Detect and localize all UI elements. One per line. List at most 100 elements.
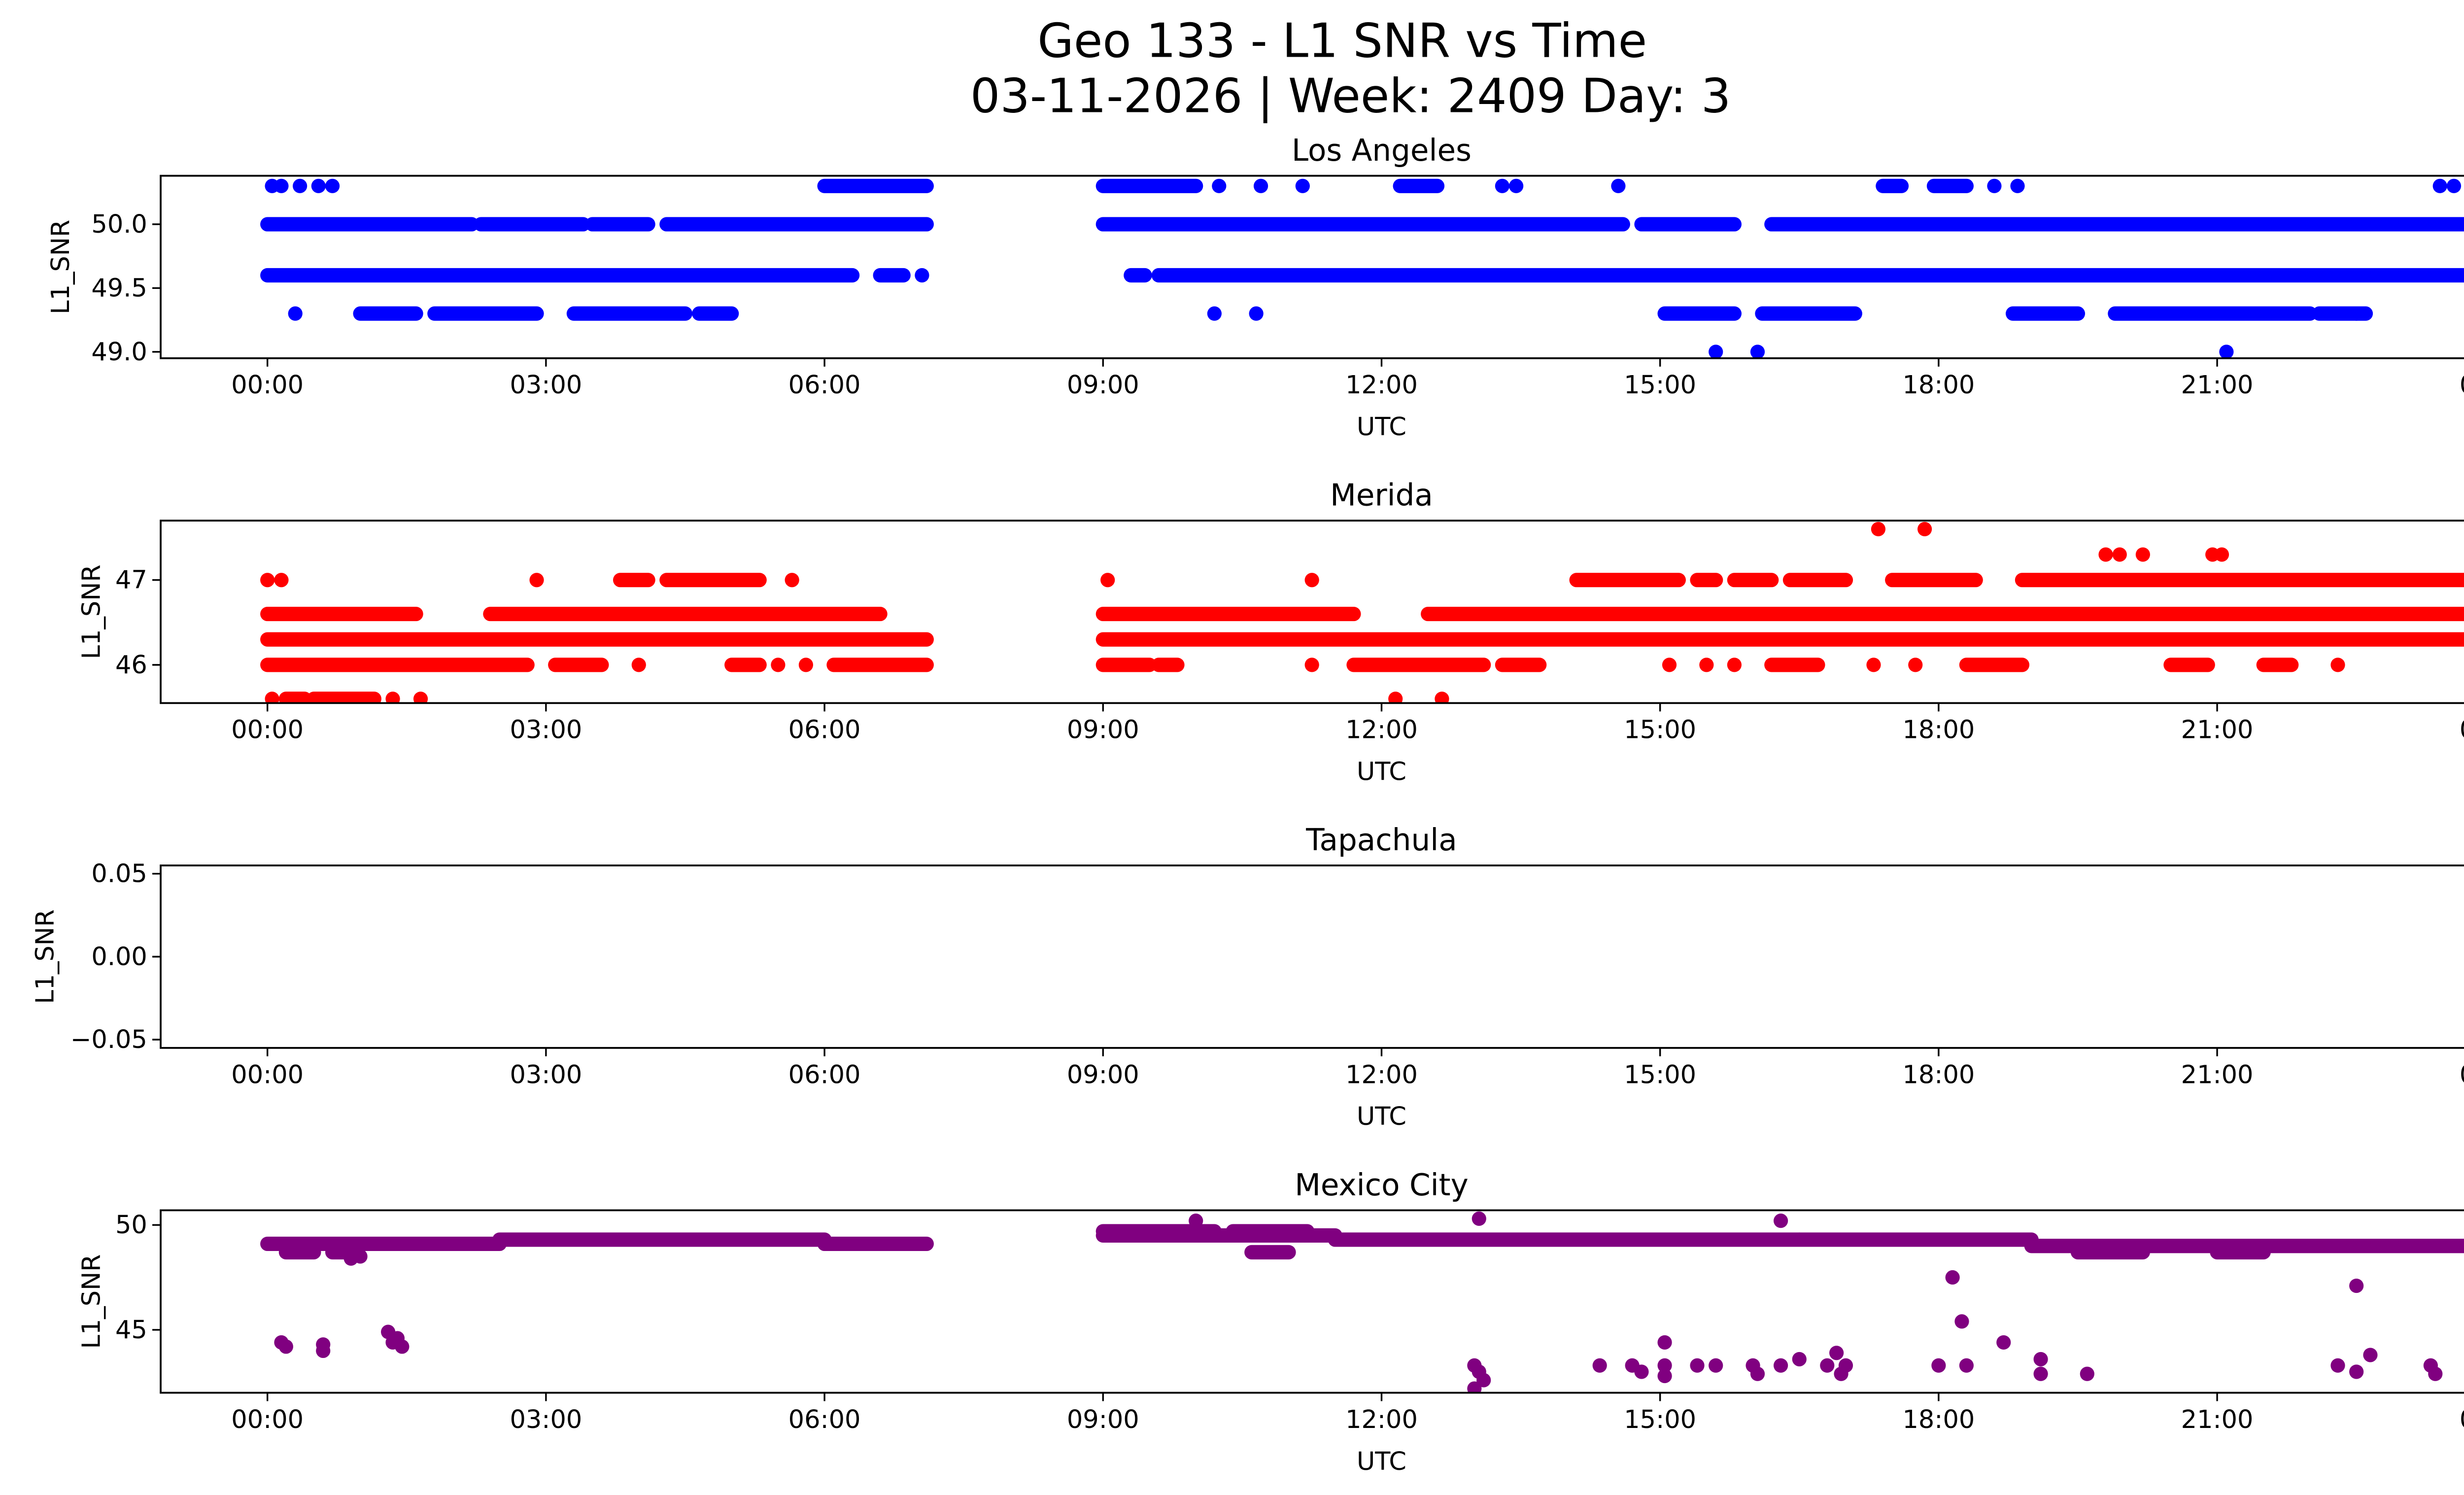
data-point	[1959, 1358, 1974, 1373]
data-point	[798, 658, 814, 672]
data-point	[1908, 658, 1923, 672]
x-tick-label: 00:00	[231, 716, 304, 745]
data-point	[1750, 345, 1765, 358]
x-tick-label: 06:00	[788, 716, 861, 745]
x-tick-label: 00:00	[231, 1405, 304, 1434]
data-point	[1657, 1335, 1672, 1350]
data-point	[771, 658, 786, 672]
data-point	[1750, 1366, 1765, 1381]
data-point	[316, 1343, 331, 1358]
data-point	[385, 692, 400, 703]
data-point	[2428, 1366, 2443, 1381]
data-point	[278, 1339, 293, 1354]
data-point	[529, 573, 544, 588]
scatter-series	[260, 1211, 2464, 1393]
data-point	[1917, 522, 1932, 537]
data-point	[260, 573, 275, 588]
data-point	[1820, 1358, 1835, 1373]
y-axis-label: L1_SNR	[77, 564, 106, 659]
data-point	[2080, 1366, 2094, 1381]
x-tick-label: 21:00	[2181, 1060, 2254, 1089]
data-point	[265, 692, 279, 703]
scatter-series	[260, 178, 2464, 358]
data-point	[1435, 692, 1449, 703]
x-tick-label: 00:00	[2460, 371, 2464, 400]
data-point	[1592, 1358, 1607, 1373]
data-point	[1662, 658, 1677, 672]
data-point	[1207, 306, 1222, 321]
subplot-los-angeles: Los Angeles 00:00 03:00 06:00 09:00 12:00 15:0…	[46, 133, 2464, 442]
data-point	[1249, 306, 1264, 321]
data-point	[631, 658, 646, 672]
subplot-title: Tapachula	[1305, 823, 1457, 858]
subplot-title: Mexico City	[1295, 1168, 1469, 1203]
x-tick-label: 15:00	[1624, 1405, 1696, 1434]
x-tick-label: 00:00	[2460, 1060, 2464, 1089]
data-point	[1871, 522, 1886, 537]
data-point	[2010, 178, 2025, 193]
x-tick-label: 09:00	[1067, 1405, 1139, 1434]
x-tick-label: 09:00	[1067, 1060, 1139, 1089]
x-tick-label: 21:00	[2181, 1405, 2254, 1434]
data-point	[1834, 1366, 1848, 1381]
data-point	[2446, 178, 2462, 193]
data-point	[2112, 547, 2127, 562]
data-point	[1467, 1381, 1482, 1393]
data-point	[2214, 547, 2229, 562]
y-axis-label: L1_SNR	[46, 220, 75, 314]
x-tick-label: 18:00	[1902, 1060, 1975, 1089]
x-tick-label: 12:00	[1345, 716, 1418, 745]
y-axis-label: L1_SNR	[77, 1254, 106, 1349]
scatter-series	[260, 522, 2464, 703]
subplot-merida: Merida 00:00 03:00 06:00 09:00 12:00 15:00 18:0…	[77, 478, 2464, 787]
x-tick-label: 12:00	[1345, 1405, 1418, 1434]
y-tick-label: 46	[115, 651, 147, 680]
data-point	[1388, 692, 1403, 703]
y-tick-label: −0.05	[70, 1025, 147, 1054]
y-tick-label: 0.05	[91, 860, 147, 889]
data-point	[1690, 1358, 1705, 1373]
data-point	[2330, 658, 2345, 672]
data-point	[2330, 1358, 2345, 1373]
x-tick-label: 00:00	[2460, 716, 2464, 745]
x-tick-label: 21:00	[2181, 371, 2254, 400]
subplot-title: Los Angeles	[1292, 133, 1472, 168]
y-axis-label: L1_SNR	[31, 909, 60, 1004]
data-point	[1304, 658, 1319, 672]
x-tick-label: 03:00	[510, 1405, 582, 1434]
x-tick-label: 09:00	[1067, 371, 1139, 400]
x-tick-label: 12:00	[1345, 1060, 1418, 1089]
data-point	[413, 692, 428, 703]
data-point	[1476, 1373, 1491, 1388]
data-point	[1954, 1314, 1969, 1329]
x-tick-label: 21:00	[2181, 716, 2254, 745]
data-point	[2135, 547, 2150, 562]
data-point	[2098, 547, 2113, 562]
x-axis-label: UTC	[1357, 1102, 1406, 1131]
subplot-tapachula: Tapachula 00:00 03:00 06:00 09:00 12:00 15:00 1…	[31, 823, 2464, 1131]
data-point	[1634, 1364, 1649, 1379]
data-point	[2349, 1278, 2364, 1293]
figure-title-line2: 03-11-2026 | Week: 2409 Day: 3	[970, 70, 1731, 124]
x-tick-label: 00:00	[231, 1060, 304, 1089]
data-point	[1709, 345, 1723, 358]
x-tick-label: 15:00	[1624, 371, 1696, 400]
x-tick-label: 09:00	[1067, 716, 1139, 745]
x-tick-label: 06:00	[788, 371, 861, 400]
x-axis-label: UTC	[1357, 413, 1406, 442]
x-tick-label: 15:00	[1624, 1060, 1696, 1089]
data-point	[2432, 178, 2447, 193]
data-point	[1773, 1214, 1788, 1228]
y-tick-label: 50.0	[91, 210, 147, 239]
data-point	[1657, 1358, 1672, 1373]
data-point	[1945, 1270, 1960, 1285]
data-point	[288, 306, 303, 321]
data-point	[2363, 1348, 2378, 1362]
data-point	[2033, 1366, 2048, 1381]
data-point	[274, 573, 289, 588]
data-point	[1189, 1214, 1203, 1228]
data-point	[915, 268, 929, 283]
x-tick-label: 03:00	[510, 371, 582, 400]
